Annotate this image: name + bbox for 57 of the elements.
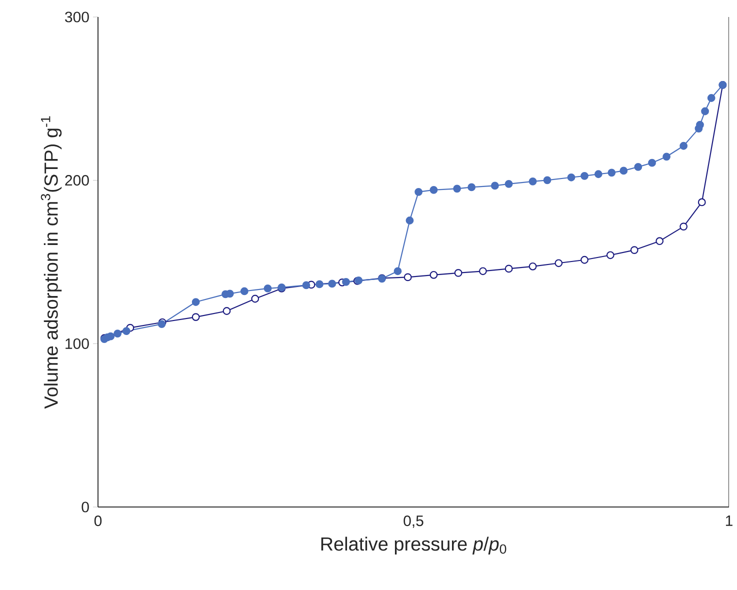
point <box>680 222 688 231</box>
point <box>192 313 200 321</box>
point <box>240 287 248 296</box>
y-tick-label: 300 <box>65 12 89 22</box>
point <box>606 251 614 260</box>
point <box>302 281 310 290</box>
point <box>543 176 552 184</box>
point <box>414 188 423 196</box>
y-tick-label: 0 <box>82 502 89 512</box>
point <box>404 273 412 282</box>
point <box>453 184 461 193</box>
point <box>567 173 576 182</box>
point <box>608 168 616 177</box>
x-tick-label: 1 <box>726 516 732 526</box>
point <box>192 298 200 306</box>
point <box>656 237 664 246</box>
point <box>430 186 438 194</box>
point <box>264 284 272 292</box>
point <box>468 183 476 192</box>
x-tick-label: 0 <box>94 516 102 526</box>
point <box>251 294 260 303</box>
x-axis-title: Relative pressure p/p$_{0}$ <box>321 536 506 554</box>
point <box>504 180 513 188</box>
point <box>680 142 688 150</box>
point <box>620 166 628 175</box>
x-tick-label: 0,5 <box>404 516 424 528</box>
point <box>580 172 588 180</box>
point <box>328 280 336 288</box>
point <box>698 198 706 206</box>
point <box>114 330 122 338</box>
y-tick-label: 200 <box>65 175 89 186</box>
point <box>580 256 588 264</box>
point <box>504 264 513 273</box>
point <box>430 270 438 279</box>
point <box>630 246 638 254</box>
point <box>342 278 350 286</box>
point <box>394 267 402 276</box>
point <box>222 307 231 315</box>
point <box>634 162 642 171</box>
point <box>701 107 709 116</box>
point <box>490 182 499 190</box>
y-axis-title: Volume adsorption in cm$^{3}$(STP) g$^{-1}$ <box>40 116 62 409</box>
point <box>554 259 563 268</box>
point <box>454 268 462 277</box>
y-tick-label: 100 <box>66 338 89 349</box>
point <box>648 158 656 167</box>
point <box>316 280 324 288</box>
point <box>528 178 537 186</box>
point <box>707 94 716 102</box>
point <box>406 216 414 224</box>
point <box>478 267 487 276</box>
point <box>106 332 115 340</box>
point <box>696 120 704 129</box>
point <box>528 262 537 270</box>
point <box>122 327 130 336</box>
point <box>662 152 670 161</box>
point <box>594 170 602 178</box>
